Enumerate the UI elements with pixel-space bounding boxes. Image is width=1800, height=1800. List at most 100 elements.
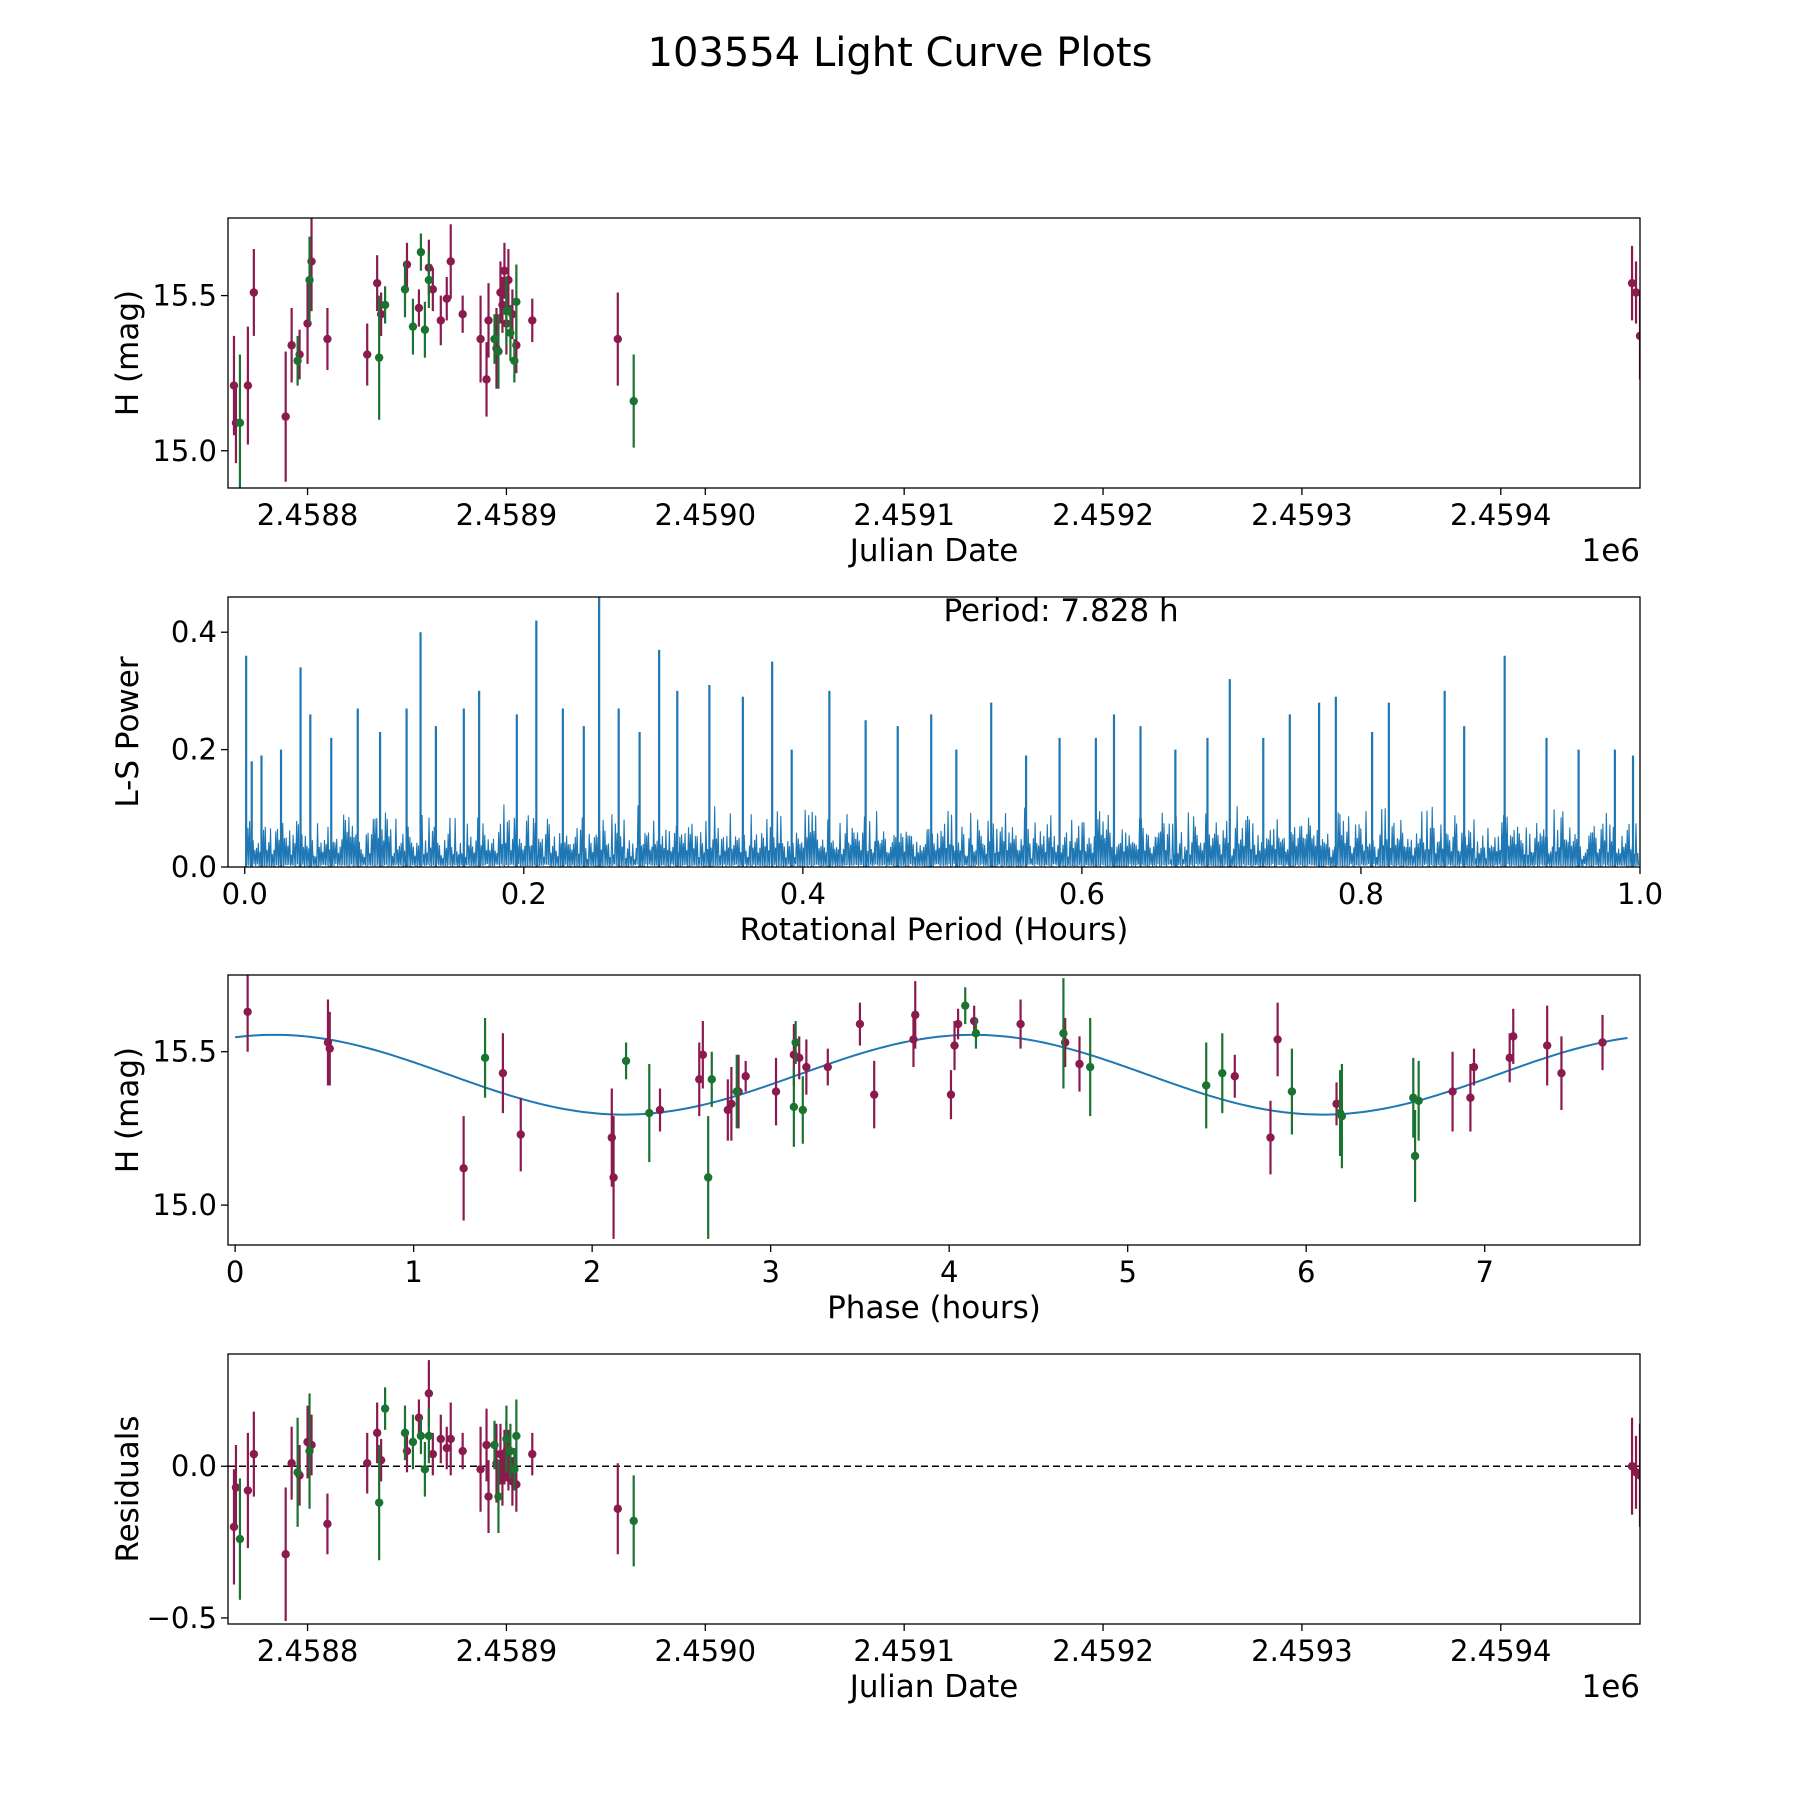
sinusoid-fit-curve xyxy=(235,1033,1628,1116)
data-point-green xyxy=(416,1417,426,1455)
data-point-green xyxy=(380,286,390,324)
data-marker xyxy=(446,1434,455,1444)
figure-title: 103554 Light Curve Plots xyxy=(648,30,1153,76)
data-point-maroon xyxy=(609,1116,618,1239)
data-marker xyxy=(1273,1035,1282,1044)
data-marker xyxy=(1218,1068,1227,1078)
data-marker xyxy=(235,418,245,428)
x-tick-label: 2.4594 xyxy=(1450,1634,1551,1668)
x-tick-label: 0.2 xyxy=(501,877,547,911)
data-point-maroon xyxy=(436,1414,445,1464)
x-tick-label: 2.4588 xyxy=(257,498,358,532)
data-marker xyxy=(1202,1081,1211,1090)
x-tick-label: 3 xyxy=(761,1255,779,1289)
data-marker xyxy=(400,1428,410,1438)
data-marker xyxy=(484,1492,493,1501)
data-marker xyxy=(1635,1471,1640,1480)
data-point-maroon xyxy=(243,1432,253,1549)
data-point-maroon xyxy=(855,1002,865,1046)
data-point-green xyxy=(235,1478,245,1600)
x-axis-label: Rotational Period (Hours) xyxy=(740,912,1129,948)
data-marker xyxy=(480,1053,490,1063)
data-point-maroon xyxy=(476,295,485,383)
data-point-green xyxy=(424,1408,434,1464)
data-point-green xyxy=(621,1042,631,1080)
data-point-maroon xyxy=(953,1008,963,1040)
data-point-maroon xyxy=(436,295,445,346)
data-marker xyxy=(953,1019,963,1029)
data-point-maroon xyxy=(243,326,253,445)
data-marker xyxy=(946,1090,956,1099)
data-marker xyxy=(476,334,485,344)
data-marker xyxy=(1332,1099,1341,1109)
data-point-green xyxy=(971,1017,981,1049)
data-point-maroon xyxy=(1469,1048,1479,1086)
data-marker xyxy=(482,1440,491,1450)
data-point-maroon xyxy=(446,1402,455,1476)
data-point-green xyxy=(1085,1017,1095,1117)
data-marker xyxy=(408,322,418,331)
data-point-maroon xyxy=(498,1033,508,1114)
data-point-maroon xyxy=(1635,292,1640,380)
data-marker xyxy=(528,1449,537,1459)
x-tick-label: 0.6 xyxy=(1059,877,1105,911)
data-marker xyxy=(1598,1038,1607,1047)
plot-area xyxy=(245,597,1640,867)
data-marker xyxy=(1016,1019,1025,1029)
x-tick-label: 2.4594 xyxy=(1450,498,1551,532)
data-point-maroon xyxy=(325,1011,334,1086)
data-point-green xyxy=(732,1054,741,1129)
data-point-green xyxy=(235,354,245,488)
data-point-green xyxy=(490,1420,499,1470)
x-tick-label: 5 xyxy=(1118,1255,1136,1289)
y-tick-label: 0.0 xyxy=(171,1449,217,1483)
y-tick-label: 0.4 xyxy=(171,615,217,649)
data-point-maroon xyxy=(1542,1005,1552,1086)
data-marker xyxy=(707,1075,716,1084)
data-point-maroon xyxy=(723,1079,733,1141)
data-marker xyxy=(1631,288,1640,297)
data-marker xyxy=(1466,1093,1475,1102)
data-point-green xyxy=(1059,978,1068,1089)
data-point-green xyxy=(293,1417,302,1527)
axes-frame xyxy=(227,596,1641,868)
data-marker xyxy=(408,1437,418,1447)
y-tick-label: 15.5 xyxy=(152,279,217,313)
data-point-maroon xyxy=(323,1493,332,1555)
data-marker xyxy=(869,1090,879,1099)
data-point-maroon xyxy=(458,295,467,333)
data-point-maroon xyxy=(528,298,537,343)
data-marker xyxy=(424,275,434,285)
data-point-green xyxy=(512,1399,521,1473)
data-marker xyxy=(502,1434,511,1444)
data-marker xyxy=(1509,1032,1518,1041)
data-marker xyxy=(325,1044,334,1053)
data-marker xyxy=(400,285,410,294)
data-point-green xyxy=(510,339,519,383)
data-marker xyxy=(231,1483,241,1492)
data-marker xyxy=(1230,1072,1239,1081)
data-marker xyxy=(703,1173,713,1182)
x-tick-label: 2.4591 xyxy=(853,498,954,532)
plot-area xyxy=(228,1360,1640,1621)
x-tick-label: 1.0 xyxy=(1617,877,1663,911)
x-tick-label: 2.4593 xyxy=(1251,498,1352,532)
data-marker xyxy=(621,1056,631,1066)
data-point-green xyxy=(490,314,499,364)
x-tick-label: 2.4589 xyxy=(456,1634,557,1668)
residuals-panel: 2.4588 2.4589 2.4590 2.4591 2.4592 2.4593 2.45… xyxy=(110,1353,1641,1705)
data-point-green xyxy=(408,1414,418,1470)
y-axis-label: L-S Power xyxy=(110,656,146,807)
data-point-maroon xyxy=(1631,261,1640,324)
data-point-maroon xyxy=(1266,1100,1275,1175)
x-axis-label: Julian Date xyxy=(848,1669,1019,1705)
x-tick-label: 0.8 xyxy=(1338,877,1384,911)
data-point-maroon xyxy=(363,1432,372,1494)
data-point-maroon xyxy=(458,1432,467,1470)
data-marker xyxy=(416,1431,426,1441)
data-marker xyxy=(823,1062,832,1072)
data-marker xyxy=(436,1434,445,1444)
data-marker xyxy=(950,1041,959,1050)
data-marker xyxy=(243,1486,253,1495)
data-point-maroon xyxy=(459,1116,468,1221)
